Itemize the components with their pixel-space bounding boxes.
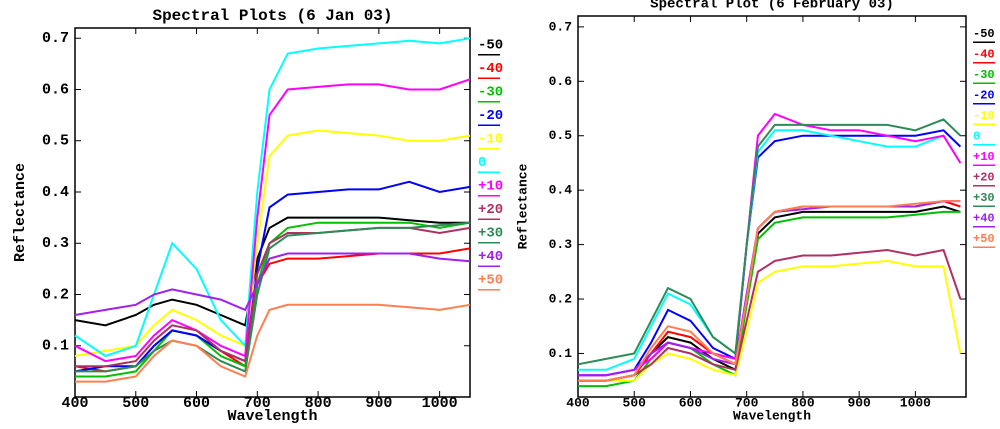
legend-label: +10	[973, 150, 995, 164]
legend-label: -20	[478, 108, 503, 124]
x-tick-label: 500	[623, 395, 647, 410]
x-tick-label: 500	[122, 395, 149, 412]
y-tick-label: 0.5	[549, 128, 573, 143]
legend-label: -10	[478, 132, 503, 148]
y-tick-label: 0.4	[42, 184, 69, 201]
spectral-line	[74, 78, 471, 363]
x-tick-label: 1000	[900, 395, 931, 410]
y-axis-label: Reflectance	[12, 163, 29, 262]
spectral-line	[75, 303, 471, 383]
x-tick-label: 900	[847, 395, 871, 410]
spectral-line	[578, 210, 961, 388]
x-axis-label: Wavelength	[733, 408, 811, 423]
y-tick-label: 0.6	[549, 74, 573, 89]
y-axis-label: Reflectance	[515, 163, 530, 249]
legend-label: 0	[478, 155, 486, 171]
spectral-line	[74, 180, 471, 373]
legend-label: -50	[478, 38, 503, 54]
chart-title: Spectral Plots (6 Jan 03)	[152, 7, 392, 25]
y-tick-label: 0.1	[549, 346, 573, 361]
legend-label: +50	[478, 273, 503, 289]
x-tick-label: 1000	[422, 395, 458, 412]
legend-label: +50	[973, 232, 995, 246]
x-tick-label: 600	[183, 395, 210, 412]
y-tick-label: 0.1	[42, 338, 69, 355]
legend-label: -30	[973, 68, 995, 82]
y-tick-label: 0.6	[42, 81, 69, 98]
x-axis-label: Wavelength	[227, 408, 317, 425]
x-tick-label: 900	[365, 395, 392, 412]
x-tick-label: 400	[61, 395, 88, 412]
legend-label: +20	[478, 202, 503, 218]
legend-label: -10	[973, 109, 995, 123]
legend-label: +10	[478, 179, 503, 195]
legend-label: +30	[973, 191, 995, 205]
legend-label: -50	[973, 27, 995, 41]
legend-label: -40	[973, 48, 995, 62]
spectral-line	[578, 200, 961, 382]
chart-title: Spectral Plot (6 February 03)	[650, 0, 894, 13]
x-tick-label: 700	[244, 395, 271, 412]
y-tick-label: 0.2	[42, 286, 69, 303]
y-tick-label: 0.2	[549, 291, 573, 306]
legend-label: 0	[973, 130, 980, 144]
spectral-line	[578, 129, 962, 371]
legend-label: +30	[478, 226, 503, 242]
y-tick-label: 0.3	[42, 235, 69, 252]
y-tick-label: 0.3	[549, 237, 573, 252]
y-tick-label: 0.7	[549, 19, 572, 34]
x-tick-label: 600	[679, 395, 703, 410]
legend-label: -40	[478, 61, 503, 77]
legend-label: +20	[973, 171, 995, 185]
spectral-line	[74, 252, 471, 316]
plot-frame	[74, 27, 471, 398]
y-tick-label: 0.4	[549, 183, 573, 198]
y-tick-label: 0.7	[42, 30, 69, 47]
legend-label: +40	[973, 212, 995, 226]
spectral-line	[578, 248, 962, 382]
spectral-line	[577, 118, 962, 366]
legend-label: -20	[973, 89, 995, 103]
y-tick-label: 0.5	[42, 133, 69, 150]
spectral-line	[74, 216, 470, 327]
legend-label: -30	[478, 85, 503, 101]
spectral-line	[578, 259, 962, 382]
spectral-line	[74, 37, 471, 358]
x-tick-label: 400	[566, 395, 590, 410]
x-tick-label: 800	[305, 395, 332, 412]
x-tick-label: 700	[735, 395, 759, 410]
legend-label: +40	[478, 249, 503, 265]
spectral-line	[578, 112, 962, 377]
spectral-line	[74, 129, 471, 357]
spectral-line	[75, 221, 471, 373]
plot-frame	[577, 15, 967, 398]
x-tick-label: 800	[791, 395, 815, 410]
